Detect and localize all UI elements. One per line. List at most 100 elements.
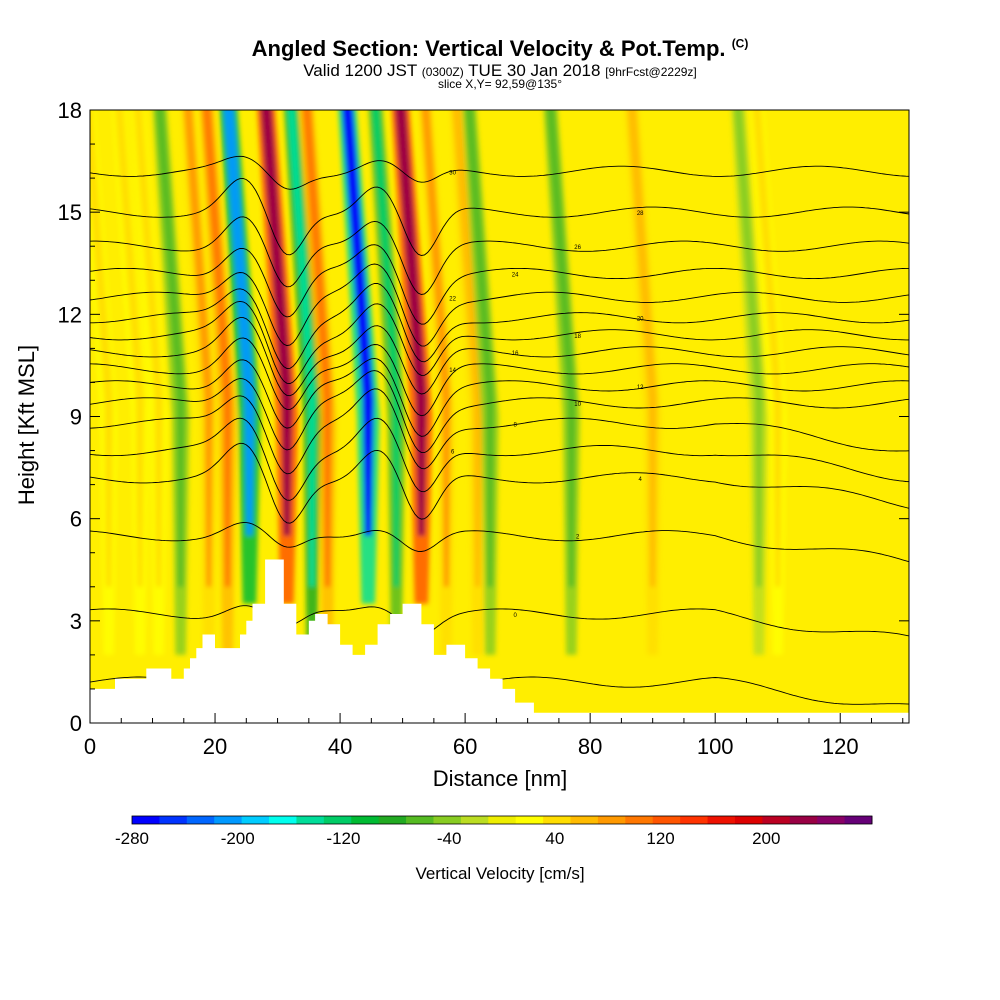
x-tick-label: 0	[84, 734, 96, 759]
x-tick-label: 40	[328, 734, 352, 759]
downdraft-core	[341, 110, 374, 536]
y-tick-label: 18	[58, 98, 82, 123]
isentrope-label: 30	[449, 170, 456, 176]
updraft-core	[452, 110, 482, 587]
isentrope-line	[90, 337, 909, 417]
x-tick-label: 80	[578, 734, 602, 759]
downdraft-core	[286, 110, 317, 587]
colorbar-swatch	[570, 816, 599, 824]
colorbar-swatch	[789, 816, 818, 824]
isentrope-label: 24	[512, 272, 519, 278]
colorbar-swatch	[433, 816, 462, 824]
chart-subtitle: Valid 1200 JST (0300Z) TUE 30 Jan 2018 […	[303, 61, 697, 80]
updraft-core	[260, 110, 293, 536]
colorbar-swatch	[652, 816, 681, 824]
isentrope-line	[90, 300, 909, 384]
colorbar-swatch	[406, 816, 434, 824]
isentrope-line	[90, 244, 909, 325]
colorbar-swatch	[844, 816, 873, 824]
isentrope-line	[90, 605, 909, 637]
isentrope-label: 26	[574, 245, 581, 251]
downdraft-core	[155, 110, 185, 587]
colorbar-tick-label: 200	[752, 829, 780, 848]
isentrope-line	[90, 417, 909, 501]
isentrope-line	[90, 370, 909, 454]
isentrope-line	[90, 263, 909, 347]
downdraft-core	[465, 110, 495, 587]
isentrope-line	[90, 442, 909, 524]
isentrope-label: 8	[513, 422, 517, 428]
x-tick-label: 60	[453, 734, 477, 759]
isentrope-line	[90, 216, 909, 295]
y-tick-label: 15	[58, 200, 82, 225]
y-tick-label: 3	[70, 609, 82, 634]
colorbar-tick-label: 40	[545, 829, 564, 848]
colorbar-swatch	[734, 816, 763, 824]
isentrope-label: 10	[574, 402, 581, 408]
chart-slice-info: slice X,Y= 92,59@135°	[437, 77, 563, 91]
colorbar-swatch	[597, 816, 626, 824]
colorbar-swatch	[269, 816, 297, 824]
colorbar-swatch	[625, 816, 654, 824]
updraft-core	[133, 110, 164, 587]
x-tick-label: 20	[203, 734, 227, 759]
colorbar-swatch	[296, 816, 325, 824]
isentrope-label: 6	[451, 450, 455, 456]
y-tick-label: 9	[70, 405, 82, 430]
updraft-core	[627, 110, 657, 587]
isentrope-line	[90, 155, 909, 190]
isentrope-line	[90, 388, 909, 475]
isentrope-label: 22	[449, 296, 456, 302]
isentrope-line	[90, 283, 909, 369]
colorbar-label: Vertical Velocity [cm/s]	[415, 864, 585, 883]
colorbar-swatch	[460, 816, 489, 824]
x-tick-label: 100	[697, 734, 734, 759]
colorbar-swatch	[323, 816, 352, 824]
colorbar-tick-label: -40	[437, 829, 462, 848]
colorbar-swatch	[680, 816, 709, 824]
colorbar-swatch	[351, 816, 380, 824]
updraft-core	[90, 110, 114, 587]
downdraft-core	[733, 110, 764, 587]
chart-title: Angled Section: Vertical Velocity & Pot.…	[251, 36, 749, 61]
x-axis-label: Distance [nm]	[432, 766, 568, 791]
isentrope-label: 18	[574, 334, 581, 340]
colorbar-swatch	[515, 816, 544, 824]
updraft-core	[752, 110, 783, 587]
isentrope-label: 4	[638, 477, 642, 483]
isentrope-line	[90, 178, 909, 256]
colorbar-swatch	[543, 816, 572, 824]
colorbar-tick-label: -280	[115, 829, 149, 848]
colorbar-tick-label: -200	[221, 829, 255, 848]
isentrope-line	[90, 317, 909, 397]
colorbar-swatch	[241, 816, 270, 824]
downdraft-core	[223, 110, 256, 536]
colorbar-swatch	[159, 816, 188, 824]
terrain	[90, 559, 909, 723]
isentrope-label: 20	[637, 317, 644, 323]
updraft-core	[115, 110, 145, 587]
downdraft-core	[546, 110, 576, 587]
isentrope-label: 14	[449, 368, 456, 374]
isentrope-line	[90, 357, 909, 437]
y-tick-label: 6	[70, 507, 82, 532]
updraft-core	[183, 110, 214, 587]
colorbar-swatch	[132, 816, 160, 824]
y-axis-label: Height [Kft MSL]	[14, 344, 39, 506]
updraft-core	[302, 110, 332, 587]
colorbar-tick-label: 120	[646, 829, 674, 848]
isentrope-label: 12	[637, 385, 644, 391]
colorbar-frame	[131, 815, 873, 825]
updraft-core	[395, 110, 427, 536]
y-tick-label: 0	[70, 711, 82, 736]
colorbar-swatch	[762, 816, 791, 824]
colorbar-swatch	[214, 816, 243, 824]
x-tick-label: 120	[822, 734, 859, 759]
colorbar-swatch	[707, 816, 736, 824]
isentrope-label: 28	[637, 211, 644, 217]
isentrope-label: 16	[512, 351, 519, 357]
colorbar-tick-label: -120	[326, 829, 360, 848]
y-tick-label: 12	[58, 302, 82, 327]
updraft-core	[202, 110, 232, 587]
